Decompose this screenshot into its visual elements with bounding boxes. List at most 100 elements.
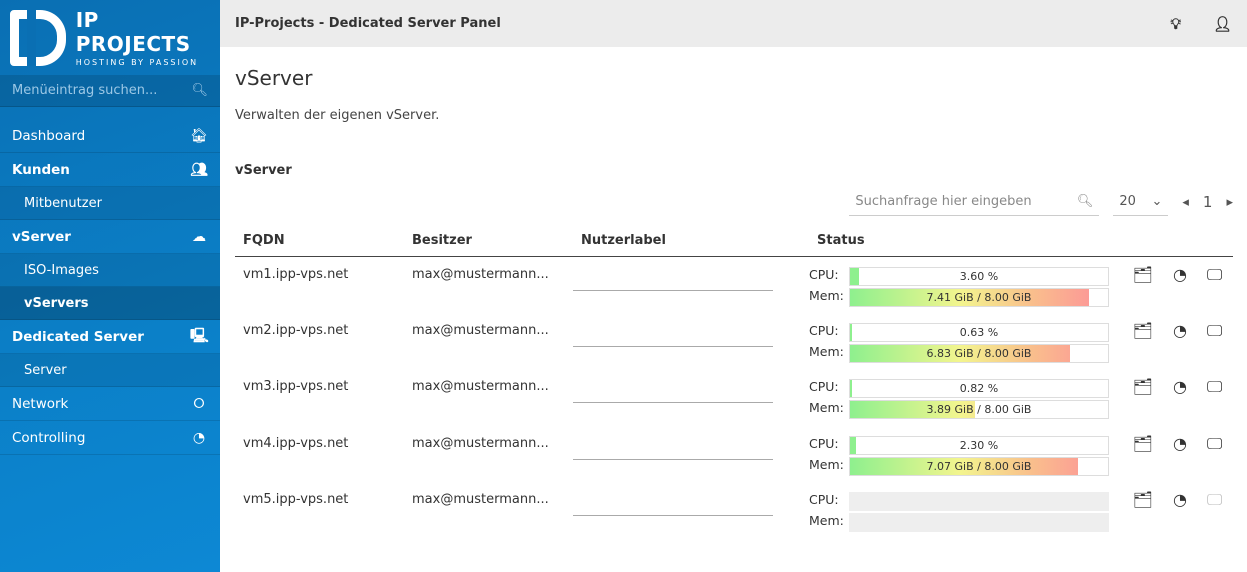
sidebar-item-dashboard[interactable]: Dashboard 🏠︎	[0, 119, 220, 153]
user-label-input[interactable]	[573, 323, 773, 347]
sidebar-item-label: Server	[24, 362, 67, 378]
chevron-down-icon: ⌄	[1151, 194, 1163, 209]
cpu-usage-text: 0.63 %	[959, 325, 999, 339]
sidebar-item-iso-images[interactable]: ISO-Images	[0, 254, 220, 287]
owner-cell: max@mustermann...	[412, 379, 549, 394]
users-icon: 👥︎	[190, 161, 208, 178]
sidebar-item-label: vServer	[12, 228, 71, 245]
fqdn-cell[interactable]: vm5.ipp-vps.net	[243, 492, 349, 507]
mem-label: Mem:	[809, 287, 844, 303]
fqdn-cell[interactable]: vm1.ipp-vps.net	[243, 266, 349, 282]
home-icon: 🏠︎	[190, 127, 208, 144]
cpu-label: CPU:	[809, 322, 839, 338]
column-header-owner[interactable]: Besitzer	[404, 226, 573, 257]
cpu-label: CPU:	[809, 435, 839, 451]
gauge-icon[interactable]: ◔	[1172, 320, 1187, 340]
sidebar-item-kunden[interactable]: Kunden 👥︎	[0, 153, 220, 187]
prev-page-button[interactable]: ◂	[1182, 194, 1189, 210]
owner-cell: max@mustermann...	[412, 266, 549, 282]
section-title: vServer	[235, 163, 292, 178]
page-size-value: 20	[1119, 194, 1136, 209]
sidebar-item-label: Mitbenutzer	[24, 195, 102, 211]
search-icon[interactable]: 🔍︎	[191, 83, 208, 98]
network-card-icon[interactable]: 🗂︎	[1132, 320, 1153, 340]
network-card-icon[interactable]: 🗂︎	[1132, 264, 1153, 284]
cloud-icon: ☁︎	[192, 228, 206, 245]
monitor-icon[interactable]: 🖵︎	[1206, 264, 1223, 284]
gauge-icon[interactable]: ◔	[1172, 433, 1187, 453]
sidebar-item-label: ISO-Images	[24, 262, 99, 278]
gauge-icon[interactable]: ◔	[1172, 264, 1187, 284]
cpu-label: CPU:	[809, 379, 839, 394]
network-card-icon[interactable]: 🗂︎	[1132, 490, 1153, 509]
cpu-label: CPU:	[809, 492, 839, 507]
sidebar-item-label: Controlling	[12, 429, 86, 446]
mem-label: Mem:	[809, 400, 844, 415]
gauge-icon[interactable]: ◔	[1172, 377, 1187, 396]
table-row: vm4.ipp-vps.net max@mustermann... CPU: 2…	[235, 426, 1233, 483]
table-search-placeholder: Suchanfrage hier eingeben	[855, 194, 1032, 209]
fqdn-cell[interactable]: vm4.ipp-vps.net	[243, 435, 349, 451]
sidebar-item-mitbenutzer[interactable]: Mitbenutzer	[0, 187, 220, 220]
sidebar-item-dedicated-server[interactable]: Dedicated Server 🖳︎	[0, 320, 220, 354]
sidebar-item-vserver[interactable]: vServer ☁︎	[0, 220, 220, 254]
sidebar-item-label: Network	[12, 395, 69, 412]
cpu-usage-text: 0.82 %	[959, 382, 999, 395]
monitor-icon[interactable]: 🖵︎	[1206, 377, 1223, 396]
table-row: vm2.ipp-vps.net max@mustermann... CPU: 0…	[235, 313, 1233, 370]
mem-usage-text: 3.89 GiB / 8.00 GiB	[926, 403, 1032, 416]
table-row: vm1.ipp-vps.net max@mustermann... CPU: 3…	[235, 256, 1233, 313]
network-card-icon[interactable]: 🗂︎	[1132, 377, 1153, 396]
user-label-input[interactable]	[573, 492, 773, 516]
lightbulb-icon[interactable]: 💡︎	[1170, 14, 1181, 33]
mem-usage-bar: 3.89 GiB / 8.00 GiB	[849, 400, 1109, 419]
cpu-usage-bar: 2.30 %	[849, 435, 1109, 455]
user-label-input[interactable]	[573, 379, 773, 403]
owner-cell: max@mustermann...	[412, 322, 549, 338]
table-search-input[interactable]: Suchanfrage hier eingeben 🔍︎	[849, 188, 1100, 216]
current-page: 1	[1202, 193, 1213, 211]
column-header-status[interactable]: Status	[809, 226, 1125, 257]
mem-usage-bar: 6.83 GiB / 8.00 GiB	[849, 343, 1109, 363]
mem-usage-bar: 7.07 GiB / 8.00 GiB	[849, 456, 1109, 476]
sidebar-item-controlling[interactable]: Controlling ◔	[0, 421, 220, 455]
logo[interactable]: IP PROJECTS HOSTING BY PASSION	[0, 0, 220, 75]
menu-search-placeholder: Menüeintrag suchen...	[12, 83, 158, 98]
gauge-icon[interactable]: ◔	[1172, 490, 1187, 509]
column-header-label[interactable]: Nutzerlabel	[573, 226, 809, 257]
menu-search-input[interactable]: Menüeintrag suchen... 🔍︎	[0, 75, 220, 107]
fqdn-cell[interactable]: vm2.ipp-vps.net	[243, 322, 349, 338]
mem-usage-text: 7.41 GiB / 8.00 GiB	[926, 290, 1032, 304]
brand-tagline: HOSTING BY PASSION	[75, 58, 199, 67]
fqdn-cell[interactable]: vm3.ipp-vps.net	[243, 379, 349, 394]
mem-label: Mem:	[809, 513, 844, 528]
owner-cell: max@mustermann...	[412, 435, 549, 451]
header: IP-Projects - Dedicated Server Panel 💡︎ 👤…	[220, 0, 1247, 47]
gauge-icon: ◔	[192, 429, 206, 446]
next-page-button[interactable]: ▸	[1226, 194, 1233, 210]
sidebar-item-vservers[interactable]: vServers	[0, 287, 220, 320]
user-label-input[interactable]	[573, 436, 773, 460]
vserver-table: FQDN Besitzer Nutzerlabel Status vm1.ipp…	[235, 226, 1233, 539]
monitor-icon[interactable]: 🖵︎	[1206, 490, 1223, 509]
cpu-usage-text: 2.30 %	[959, 438, 999, 452]
server-icon: 🖳︎	[190, 327, 209, 344]
monitor-icon[interactable]: 🖵︎	[1206, 320, 1223, 340]
sidebar-item-server[interactable]: Server	[0, 354, 220, 387]
logo-mark-icon	[10, 9, 66, 66]
column-header-fqdn[interactable]: FQDN	[235, 226, 404, 257]
network-card-icon[interactable]: 🗂︎	[1132, 433, 1153, 453]
brand-name: IP PROJECTS	[75, 8, 191, 56]
sidebar-item-network[interactable]: Network ⭘	[0, 387, 220, 421]
search-icon[interactable]: 🔍︎	[1076, 194, 1094, 209]
page-size-select[interactable]: 20 ⌄	[1113, 188, 1169, 216]
sidebar: IP PROJECTS HOSTING BY PASSION Menüeintra…	[0, 0, 220, 572]
page-description: Verwalten der eigenen vServer.	[235, 108, 440, 123]
cpu-usage-bar: 0.63 %	[849, 322, 1109, 342]
monitor-icon[interactable]: 🖵︎	[1206, 433, 1223, 453]
table-row: vm5.ipp-vps.net max@mustermann... CPU: M…	[235, 482, 1233, 539]
cpu-usage-text: 3.60 %	[959, 269, 999, 283]
user-label-input[interactable]	[573, 267, 773, 291]
user-icon[interactable]: 👤︎	[1212, 14, 1232, 33]
mem-usage-bar: 7.41 GiB / 8.00 GiB	[849, 287, 1109, 307]
